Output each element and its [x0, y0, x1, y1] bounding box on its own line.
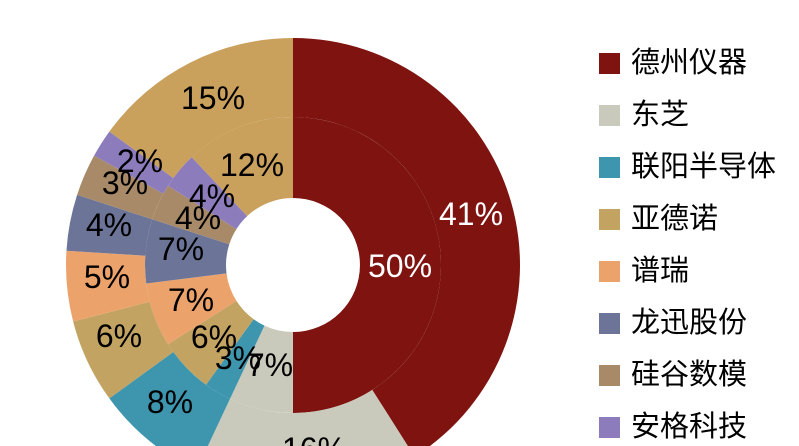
data-label-outer: 8%: [147, 384, 193, 420]
legend-item-lianyang-bandaoti: 联阳半导体: [599, 141, 776, 193]
legend-item-yadenuo: 亚德诺: [599, 193, 776, 245]
legend-item-longxun-gufen: 龙迅股份: [599, 297, 776, 349]
pie-slice-inner-2: [206, 319, 265, 399]
legend-label: 安格科技: [631, 410, 748, 443]
legend-swatch: [599, 208, 620, 230]
data-label-inner: 6%: [191, 319, 237, 355]
legend-label: 龙迅股份: [631, 306, 748, 339]
data-label-inner: 12%: [220, 147, 284, 183]
data-label-inner: 7%: [247, 347, 293, 383]
data-label-inner: 50%: [368, 248, 432, 284]
data-label-inner: 4%: [189, 178, 235, 214]
legend-label: 东芝: [631, 98, 690, 131]
legend-label: 硅谷数模: [631, 358, 748, 391]
legend-swatch: [599, 156, 620, 178]
data-label-inner: 3%: [215, 340, 261, 376]
pie-slice-outer-6: [77, 155, 164, 220]
data-label-inner: 7%: [168, 282, 214, 318]
legend-swatch: [599, 364, 620, 386]
pie-slice-inner-3: [168, 300, 254, 385]
legend-swatch: [599, 416, 620, 438]
data-label-outer: 4%: [86, 207, 132, 243]
legend-swatch: [599, 260, 620, 282]
pie-slice-inner-5: [145, 219, 230, 284]
data-label-outer: 15%: [181, 80, 245, 116]
legend-swatch: [599, 312, 620, 334]
pie-slice-inner-8: [191, 117, 293, 217]
legend-swatch: [599, 104, 620, 126]
data-label-outer: 3%: [102, 165, 148, 201]
pie-slice-outer-2: [109, 351, 230, 446]
pie-slice-inner-6: [152, 185, 237, 245]
legend-item-purui: 谱瑞: [599, 245, 776, 297]
legend-item-guigu-shumo: 硅谷数模: [599, 349, 776, 401]
legend-item-ange-keji: 安格科技: [599, 401, 776, 446]
legend-label: 联阳半导体: [631, 150, 777, 183]
pie-slice-outer-7: [94, 131, 174, 194]
legend-item-dongzhi: 东芝: [599, 89, 776, 141]
legend: 德州仪器 东芝 联阳半导体 亚德诺 谱瑞 龙迅股份 硅谷数模 安格科技: [599, 37, 776, 446]
legend-swatch: [599, 52, 620, 74]
pie-slice-outer-0: [293, 38, 520, 446]
data-label-inner: 4%: [175, 200, 221, 236]
legend-item-dezhou-yiqi: 德州仪器: [599, 37, 776, 89]
pie-slice-inner-1: [229, 325, 293, 413]
data-label-outer: 6%: [96, 318, 142, 354]
legend-label: 德州仪器: [631, 46, 748, 79]
data-label-outer: 41%: [439, 196, 503, 232]
legend-label: 谱瑞: [631, 254, 690, 287]
pie-slice-outer-5: [66, 194, 153, 256]
pie-slice-outer-8: [109, 37, 293, 179]
legend-label: 亚德诺: [631, 202, 719, 235]
pie-slice-outer-4: [66, 250, 150, 322]
pie-slice-inner-4: [146, 273, 237, 345]
data-label-outer: 16%: [282, 431, 346, 446]
data-label-inner: 7%: [158, 231, 204, 267]
pie-slice-inner-0: [293, 117, 441, 413]
pie-slice-outer-3: [73, 301, 174, 399]
data-label-outer: 2%: [117, 143, 163, 179]
pie-slice-outer-1: [207, 389, 408, 446]
data-label-outer: 5%: [84, 259, 130, 295]
pie-slice-inner-7: [168, 157, 248, 230]
